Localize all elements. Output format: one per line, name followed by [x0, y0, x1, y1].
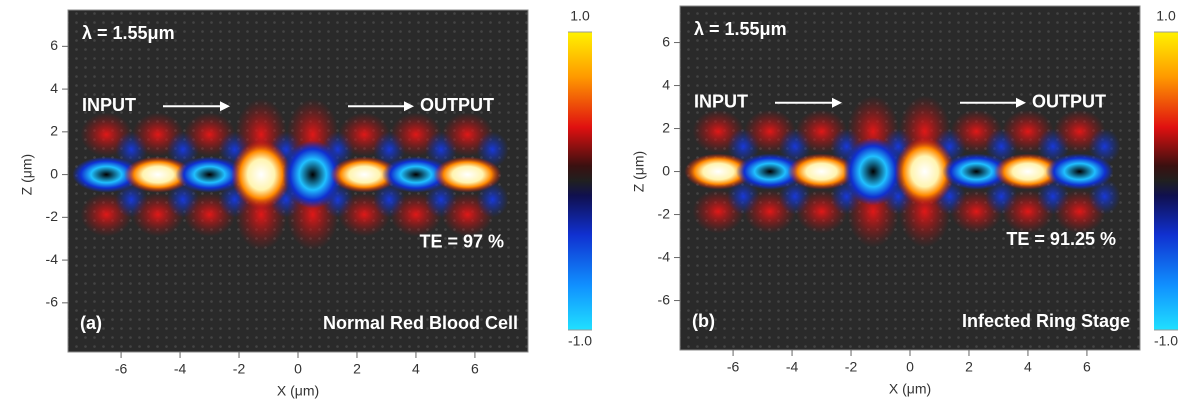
panel: -6 -4 -2 0 2 4 6 -6 -4 -2 0 2 4 6 X (μm) Z (μm) λ = 1.55… — [19, 8, 593, 399]
field-core — [231, 140, 292, 209]
annotation: Normal Red Blood Cell — [323, 313, 518, 333]
annotation: (a) — [80, 313, 102, 333]
field-core — [894, 137, 955, 206]
field-core — [1045, 153, 1114, 190]
x-tick-label: -2 — [233, 361, 246, 377]
y-axis-label: Z (μm) — [631, 151, 647, 193]
colorbar — [1154, 32, 1178, 330]
field-core — [787, 153, 856, 190]
y-tick-label: -2 — [46, 208, 59, 224]
y-tick-label: 2 — [50, 123, 58, 139]
field-core — [381, 156, 450, 193]
annotation: OUTPUT — [420, 95, 494, 115]
y-tick-label: -4 — [46, 251, 59, 267]
x-tick-label: 4 — [412, 361, 420, 377]
field-core — [330, 156, 399, 193]
x-axis-label: X (μm) — [889, 381, 931, 397]
field-lobe — [476, 181, 509, 218]
y-tick-label: 6 — [50, 37, 58, 53]
arrow-head — [404, 101, 414, 112]
y-tick-label: 0 — [50, 165, 58, 181]
y-axis-label: Z (μm) — [19, 154, 35, 196]
colorbar — [568, 32, 592, 330]
x-tick-label: -4 — [786, 359, 799, 375]
field-core — [175, 156, 244, 193]
colorbar-tick-label: 1.0 — [1156, 8, 1176, 24]
x-tick-label: -6 — [727, 359, 740, 375]
field-core — [433, 156, 502, 193]
annotation: INPUT — [694, 92, 748, 112]
x-tick-label: 2 — [353, 361, 361, 377]
field-lobe — [1088, 128, 1121, 165]
field-core — [123, 156, 192, 193]
field-core — [684, 153, 753, 190]
field-core — [942, 153, 1011, 190]
annotation: INPUT — [82, 95, 136, 115]
field-core — [843, 137, 904, 206]
y-tick-label: 4 — [662, 76, 670, 92]
y-tick-label: -6 — [658, 291, 671, 307]
field-lobe — [1088, 178, 1121, 215]
y-tick-label: -2 — [658, 205, 671, 221]
annotation: λ = 1.55μm — [694, 19, 787, 39]
y-tick-label: 6 — [662, 33, 670, 49]
y-tick-label: -4 — [658, 248, 671, 264]
annotation: OUTPUT — [1032, 92, 1106, 112]
field-lobe — [476, 131, 509, 168]
x-tick-label: 0 — [294, 361, 302, 377]
colorbar-tick-label: -1.0 — [568, 333, 592, 349]
x-tick-label: -4 — [174, 361, 187, 377]
field-core — [282, 140, 343, 209]
y-tick-label: 0 — [662, 162, 670, 178]
annotation: (b) — [692, 311, 715, 331]
field-core — [735, 153, 804, 190]
x-axis-label: X (μm) — [277, 383, 319, 399]
y-tick-label: -6 — [46, 294, 59, 310]
colorbar-tick-label: 1.0 — [570, 8, 590, 24]
x-tick-label: -6 — [115, 361, 128, 377]
y-tick-label: 2 — [662, 119, 670, 135]
annotation: Infected Ring Stage — [962, 311, 1130, 331]
panel: -6 -4 -2 0 2 4 6 -6 -4 -2 0 2 4 6 X (μm) Z (μm) λ = 1.55… — [631, 5, 1178, 397]
x-tick-label: 6 — [471, 361, 479, 377]
x-tick-label: 2 — [965, 359, 973, 375]
arrow-head — [832, 97, 842, 108]
x-tick-label: 6 — [1083, 359, 1091, 375]
annotation: TE = 97 % — [419, 232, 504, 252]
x-tick-label: 0 — [906, 359, 914, 375]
annotation: TE = 91.25 % — [1006, 229, 1116, 249]
x-tick-label: -2 — [845, 359, 858, 375]
arrow-head — [220, 101, 230, 112]
y-tick-label: 4 — [50, 80, 58, 96]
field-core — [72, 156, 141, 193]
colorbar-tick-label: -1.0 — [1154, 333, 1178, 349]
x-tick-label: 4 — [1024, 359, 1032, 375]
field-core — [993, 153, 1062, 190]
arrow-head — [1016, 97, 1026, 108]
annotation: λ = 1.55μm — [82, 23, 175, 43]
